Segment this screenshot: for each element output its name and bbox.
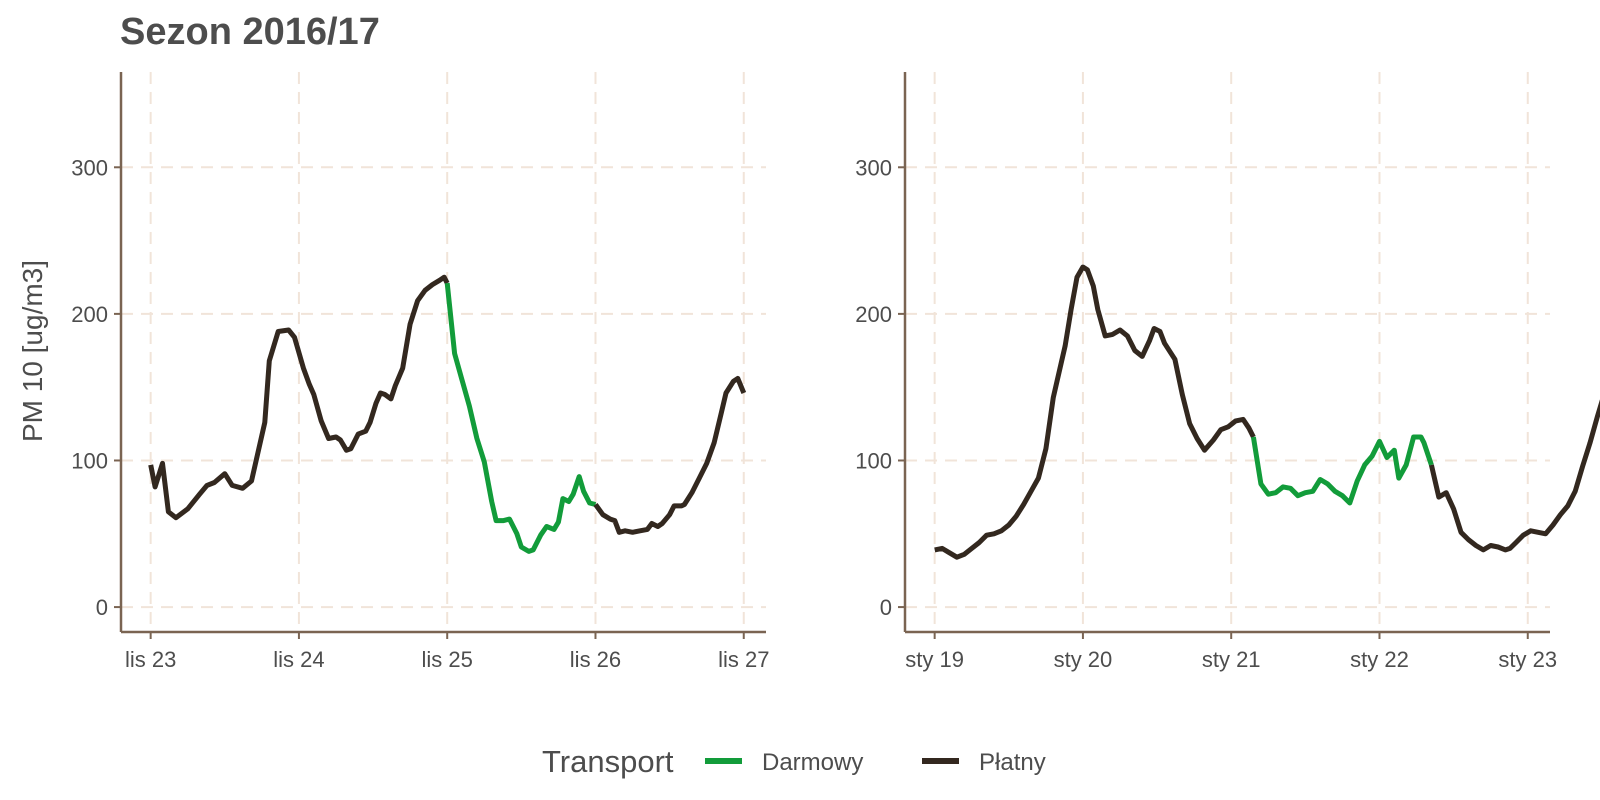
legend: Transport Darmowy Płatny: [542, 744, 1046, 779]
panel-left: 0 100 200 300 lis 23 lis 24 lis 25 lis 26 lis 27: [71, 72, 769, 672]
x-tick-label: lis 27: [718, 647, 769, 672]
series-line-darmowy: [444, 282, 597, 554]
y-tick-label: 300: [71, 155, 108, 180]
legend-title: Transport: [542, 744, 674, 779]
x-tick-label: sty 23: [1498, 647, 1557, 672]
series-line-platny: [934, 264, 1256, 560]
y-tick-label: 200: [71, 302, 108, 327]
panel-right: 0 100 200 300 sty 19 sty 20 sty 21 sty 22 sty 23: [855, 72, 1600, 672]
y-tick-label: 100: [71, 448, 108, 473]
y-tick-label: 300: [855, 155, 892, 180]
chart-title: Sezon 2016/17: [120, 11, 380, 53]
x-tick-label: sty 21: [1202, 647, 1261, 672]
legend-label-platny: Płatny: [979, 749, 1046, 776]
series-line-platny: [593, 375, 747, 535]
x-tick-label: lis 24: [273, 647, 324, 672]
y-tick-label: 200: [855, 302, 892, 327]
y-axis-label: PM 10 [ug/m3]: [17, 260, 48, 442]
series-line-platny: [148, 274, 450, 521]
series-line-platny: [1428, 399, 1600, 553]
legend-label-darmowy: Darmowy: [762, 749, 863, 776]
x-tick-label: lis 25: [422, 647, 473, 672]
x-tick-label: sty 22: [1350, 647, 1409, 672]
y-tick-label: 100: [855, 448, 892, 473]
series-line-darmowy: [1250, 434, 1434, 506]
y-tick-label: 0: [96, 595, 108, 620]
x-tick-label: lis 23: [125, 647, 176, 672]
y-tick-label: 0: [880, 595, 892, 620]
x-tick-label: sty 20: [1054, 647, 1113, 672]
x-tick-label: sty 19: [905, 647, 964, 672]
x-tick-label: lis 26: [570, 647, 621, 672]
